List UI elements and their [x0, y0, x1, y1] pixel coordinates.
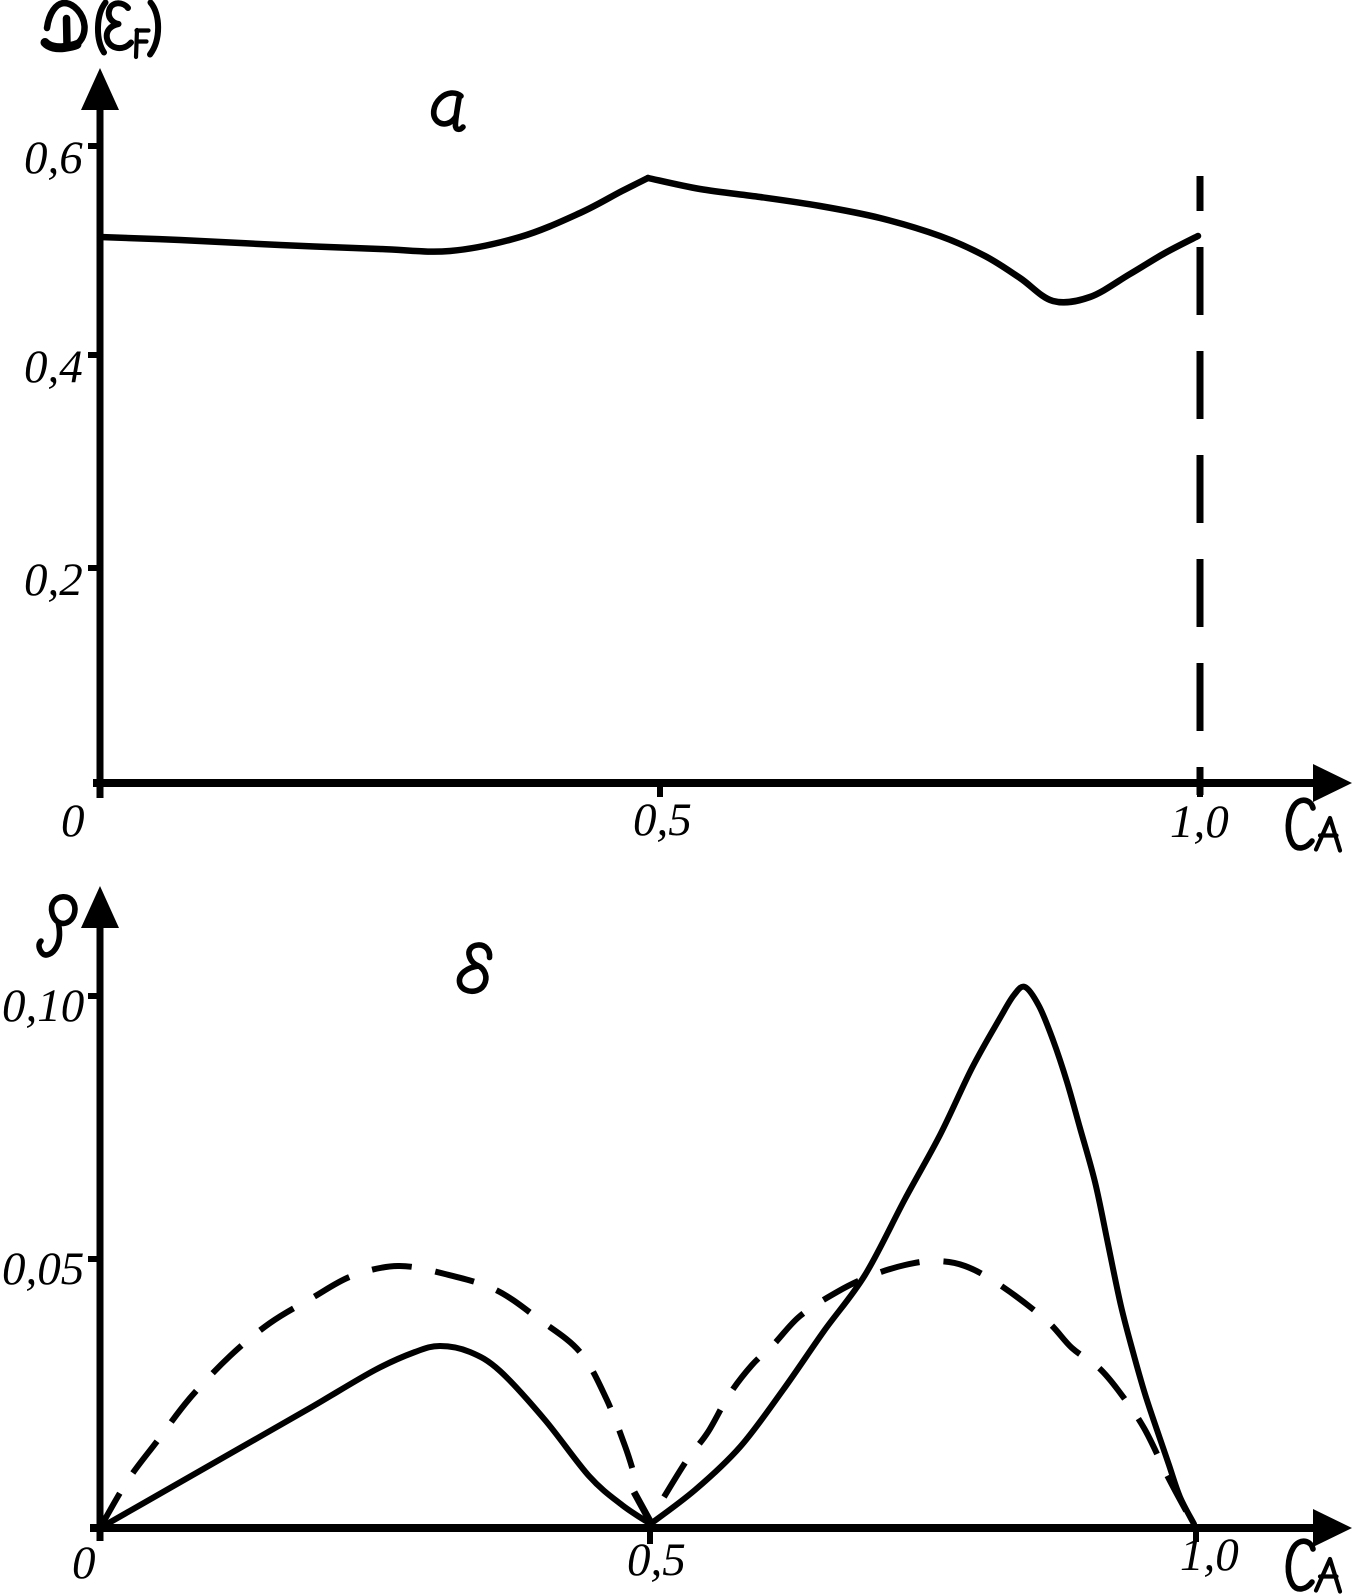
- svg-text:0,5: 0,5: [633, 794, 692, 846]
- svg-text:0,4: 0,4: [24, 341, 83, 393]
- svg-text:0: 0: [72, 1537, 96, 1589]
- svg-text:0: 0: [61, 795, 85, 847]
- svg-text:0,2: 0,2: [24, 554, 83, 606]
- svg-text:0,05: 0,05: [2, 1243, 84, 1295]
- svg-text:0,6: 0,6: [24, 132, 83, 184]
- svg-text:1,0: 1,0: [1180, 1529, 1239, 1581]
- svg-text:0,5: 0,5: [627, 1534, 686, 1586]
- svg-text:0,10: 0,10: [2, 980, 84, 1032]
- svg-text:1,0: 1,0: [1170, 796, 1229, 848]
